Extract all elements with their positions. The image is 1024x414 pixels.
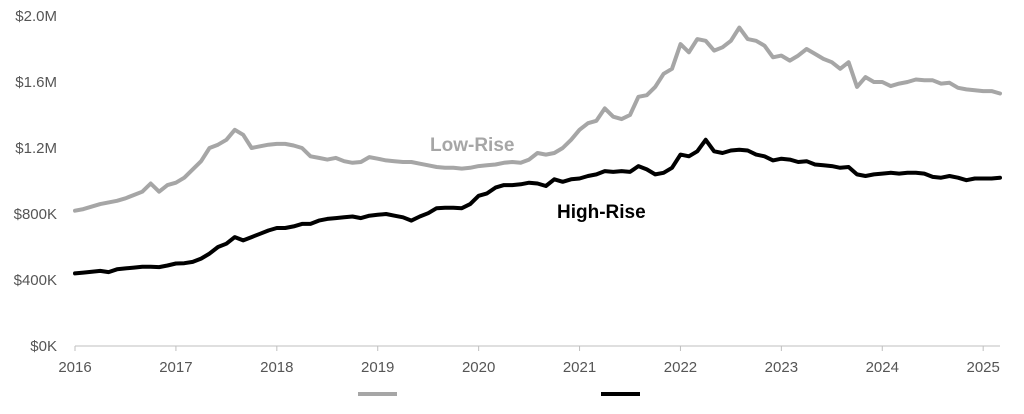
- x-axis: 2016 2017 2018 2019 2020 2021 2022 2023 2024 2025: [58, 346, 1000, 376]
- series-lines: [73, 25, 1002, 276]
- y-tick-label: $0K: [30, 338, 57, 355]
- series-line-low-rise: [73, 25, 1002, 213]
- x-tick-label: 2019: [361, 359, 394, 376]
- series-line-high-rise: [73, 137, 1002, 276]
- y-tick-label: $800K: [14, 206, 57, 223]
- x-tick-label: 2016: [58, 359, 91, 376]
- x-tick-label: 2017: [159, 359, 192, 376]
- y-axis: $0K $400K $800K $1.2M $1.6M $2.0M: [14, 8, 57, 355]
- y-tick-label: $400K: [14, 272, 57, 289]
- y-tick-label: $1.6M: [15, 74, 57, 91]
- x-tick-label: 2023: [765, 359, 798, 376]
- y-tick-label: $1.2M: [15, 140, 57, 157]
- series-label-high-rise: High-Rise: [557, 202, 646, 223]
- x-tick-label: 2025: [966, 359, 999, 376]
- x-tick-label: 2021: [563, 359, 596, 376]
- x-tick-label: 2022: [664, 359, 697, 376]
- x-tick-label: 2020: [462, 359, 495, 376]
- series-label-low-rise: Low-Rise: [430, 135, 514, 156]
- x-tick-label: 2024: [866, 359, 899, 376]
- x-tick-label: 2018: [260, 359, 293, 376]
- y-tick-label: $2.0M: [15, 8, 57, 25]
